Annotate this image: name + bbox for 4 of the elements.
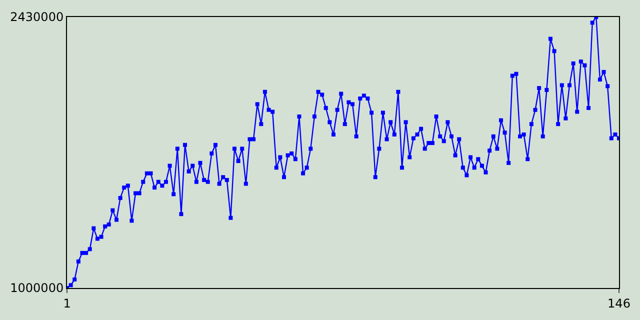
x-tick-label: 1 — [63, 296, 71, 310]
x-tick-label: 146 — [608, 296, 630, 310]
y-tick-label: 2430000 — [10, 10, 64, 24]
y-tick-label: 1000000 — [10, 281, 64, 296]
